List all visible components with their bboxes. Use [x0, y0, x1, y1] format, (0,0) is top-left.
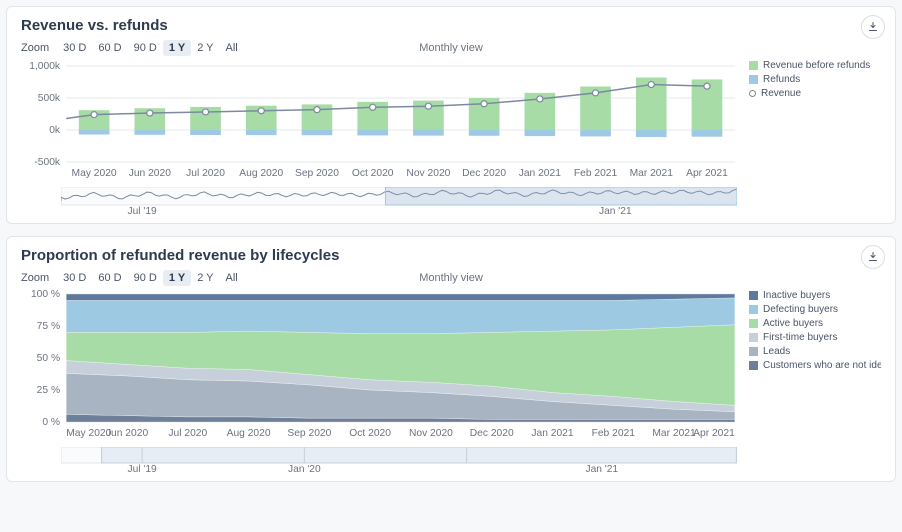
svg-text:50 %: 50 %: [37, 353, 60, 364]
svg-text:Jul 2020: Jul 2020: [168, 428, 207, 439]
svg-text:Apr 2021: Apr 2021: [693, 428, 735, 439]
svg-text:Sep 2020: Sep 2020: [287, 428, 331, 439]
legend-label: Active buyers: [763, 318, 823, 329]
svg-text:Jul '19: Jul '19: [127, 206, 157, 215]
svg-text:Nov 2020: Nov 2020: [409, 428, 453, 439]
monthly-view-label: Monthly view: [419, 42, 483, 54]
svg-text:Mar 2021: Mar 2021: [652, 428, 696, 439]
download-icon: [867, 251, 879, 263]
chart-navigator[interactable]: Jul '19 Jan '21: [61, 187, 737, 215]
legend-label: Inactive buyers: [763, 290, 830, 301]
zoom-option-all[interactable]: All: [220, 40, 244, 56]
legend-swatch: [749, 347, 758, 356]
svg-text:0k: 0k: [49, 125, 61, 136]
revenue-vs-refunds-card: Revenue vs. refunds Zoom 30 D60 D90 D1 Y…: [6, 6, 896, 224]
legend-swatch: [749, 61, 758, 70]
legend-item[interactable]: Revenue before refunds: [749, 60, 881, 71]
chart-legend: Revenue before refunds Refunds Revenue: [741, 60, 881, 215]
svg-text:0 %: 0 %: [42, 417, 60, 428]
svg-text:Jan '21: Jan '21: [585, 464, 618, 473]
svg-text:1,000k: 1,000k: [29, 61, 61, 72]
legend-label: Revenue: [761, 88, 801, 99]
svg-text:Aug 2020: Aug 2020: [227, 428, 271, 439]
svg-text:Jun 2020: Jun 2020: [129, 168, 172, 179]
legend-item[interactable]: Customers who are not identifi: [749, 360, 881, 371]
download-button[interactable]: [861, 15, 885, 39]
svg-text:Jan 2021: Jan 2021: [519, 168, 562, 179]
chart-legend: Inactive buyers Defecting buyers Active bu…: [741, 290, 881, 473]
download-icon: [867, 21, 879, 33]
legend-swatch: [749, 305, 758, 314]
svg-text:Apr 2021: Apr 2021: [686, 168, 728, 179]
legend-swatch: [749, 75, 758, 84]
legend-label: Defecting buyers: [763, 304, 838, 315]
svg-text:Sep 2020: Sep 2020: [295, 168, 339, 179]
svg-text:Jan '21: Jan '21: [599, 206, 632, 215]
zoom-option-30d[interactable]: 30 D: [57, 270, 92, 286]
svg-text:Jul '19: Jul '19: [127, 464, 157, 473]
legend-item[interactable]: Revenue: [749, 88, 881, 99]
zoom-option-2y[interactable]: 2 Y: [191, 40, 219, 56]
legend-label: Leads: [763, 346, 790, 357]
chart-navigator[interactable]: Jul '19 Jan '20 Jan '21: [61, 447, 737, 473]
svg-text:Aug 2020: Aug 2020: [239, 168, 283, 179]
legend-item[interactable]: First-time buyers: [749, 332, 881, 343]
legend-swatch: [749, 361, 758, 370]
svg-text:Feb 2021: Feb 2021: [592, 428, 636, 439]
zoom-label: Zoom: [21, 272, 49, 284]
zoom-option-2y[interactable]: 2 Y: [191, 270, 219, 286]
zoom-option-all[interactable]: All: [220, 270, 244, 286]
zoom-option-1y[interactable]: 1 Y: [163, 270, 191, 286]
card-title: Revenue vs. refunds: [21, 17, 881, 34]
legend-label: First-time buyers: [763, 332, 837, 343]
svg-text:25 %: 25 %: [37, 385, 60, 396]
svg-text:Jun 2020: Jun 2020: [106, 428, 149, 439]
zoom-option-90d[interactable]: 90 D: [128, 40, 163, 56]
svg-text:May 2020: May 2020: [66, 428, 111, 439]
zoom-option-30d[interactable]: 30 D: [57, 40, 92, 56]
card-title: Proportion of refunded revenue by lifecy…: [21, 247, 881, 264]
legend-item[interactable]: Refunds: [749, 74, 881, 85]
svg-text:500k: 500k: [38, 93, 61, 104]
svg-text:Dec 2020: Dec 2020: [470, 428, 514, 439]
legend-label: Revenue before refunds: [763, 60, 870, 71]
proportion-refunded-card: Proportion of refunded revenue by lifecy…: [6, 236, 896, 482]
zoom-option-60d[interactable]: 60 D: [92, 40, 127, 56]
svg-text:Jan 2021: Jan 2021: [531, 428, 574, 439]
legend-item[interactable]: Leads: [749, 346, 881, 357]
svg-text:Dec 2020: Dec 2020: [462, 168, 506, 179]
zoom-label: Zoom: [21, 42, 49, 54]
svg-text:Nov 2020: Nov 2020: [406, 168, 450, 179]
svg-text:-500k: -500k: [34, 157, 61, 168]
svg-text:Oct 2020: Oct 2020: [349, 428, 391, 439]
legend-item[interactable]: Inactive buyers: [749, 290, 881, 301]
svg-text:100 %: 100 %: [31, 290, 60, 300]
legend-swatch: [749, 90, 756, 97]
monthly-view-label: Monthly view: [419, 272, 483, 284]
svg-text:Oct 2020: Oct 2020: [352, 168, 394, 179]
legend-swatch: [749, 333, 758, 342]
legend-swatch: [749, 291, 758, 300]
svg-text:Jul 2020: Jul 2020: [186, 168, 225, 179]
proportion-chart: 0 % 25 % 50 % 75 % 100 % May 2020Jun 2020 Jul …: [21, 290, 741, 473]
legend-item[interactable]: Defecting buyers: [749, 304, 881, 315]
svg-text:Mar 2021: Mar 2021: [630, 168, 674, 179]
revenue-chart: -500k 0k 500k 1,000k May 2020 Jun 2020 Jul 202…: [21, 60, 741, 215]
legend-label: Refunds: [763, 74, 800, 85]
svg-text:75 %: 75 %: [37, 321, 60, 332]
svg-text:Feb 2021: Feb 2021: [574, 168, 618, 179]
svg-text:May 2020: May 2020: [72, 168, 117, 179]
legend-item[interactable]: Active buyers: [749, 318, 881, 329]
legend-label: Customers who are not identifi: [763, 360, 881, 371]
svg-text:Jan '20: Jan '20: [288, 464, 321, 473]
zoom-controls: Zoom 30 D60 D90 D1 Y2 YAll Monthly view: [21, 272, 881, 284]
zoom-option-90d[interactable]: 90 D: [128, 270, 163, 286]
zoom-controls: Zoom 30 D60 D90 D1 Y2 YAll Monthly view: [21, 42, 881, 54]
legend-swatch: [749, 319, 758, 328]
download-button[interactable]: [861, 245, 885, 269]
zoom-option-1y[interactable]: 1 Y: [163, 40, 191, 56]
zoom-option-60d[interactable]: 60 D: [92, 270, 127, 286]
